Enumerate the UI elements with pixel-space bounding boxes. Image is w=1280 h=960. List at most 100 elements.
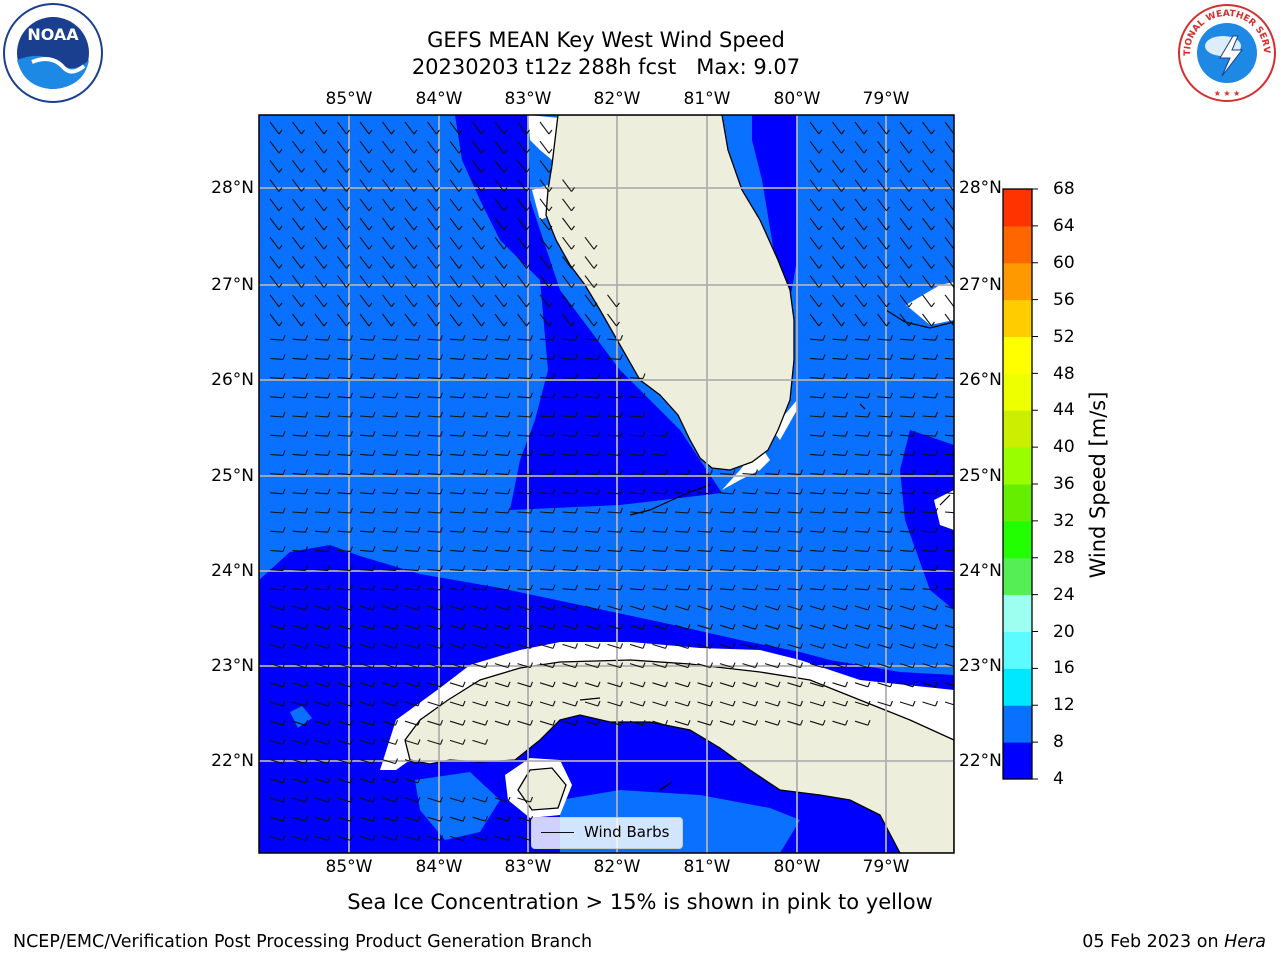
wind-barb — [877, 236, 890, 250]
wind-barb — [517, 719, 534, 726]
wind-barb — [382, 354, 399, 360]
lat-label-right: 23°N — [959, 656, 1002, 676]
wind-barb — [652, 526, 669, 533]
lon-label-top: 83°W — [504, 89, 552, 109]
colorbar-tick: 48 — [1053, 364, 1075, 384]
wind-barb — [314, 121, 328, 135]
wind-barb — [494, 681, 511, 688]
wind-barb — [427, 179, 440, 192]
colorbar-tick: 32 — [1053, 511, 1075, 531]
lat-label-right: 27°N — [959, 275, 1002, 295]
wind-barb — [539, 373, 556, 380]
wind-barb — [494, 121, 508, 135]
wind-barb — [809, 604, 826, 611]
wind-barb — [562, 217, 575, 231]
wind-barb — [944, 198, 954, 212]
wind-barb — [359, 392, 376, 399]
wind-barb — [269, 584, 286, 591]
wind-barb — [382, 584, 399, 591]
wind-barb — [269, 354, 286, 360]
wind-barb — [427, 392, 444, 399]
wind-barb — [359, 275, 373, 288]
wind-barb — [899, 450, 916, 456]
wind-barb — [674, 469, 691, 476]
wind-barb — [652, 507, 669, 514]
wind-barb — [427, 623, 444, 630]
wind-barb — [877, 584, 894, 591]
wind-barb — [629, 623, 646, 630]
wind-barb — [382, 140, 395, 154]
sea-ice-note: Sea Ice Concentration > 15% is shown in … — [347, 890, 933, 914]
wind-barb — [539, 354, 556, 360]
wind-barb — [854, 140, 868, 154]
legend-line-icon — [541, 832, 574, 833]
wind-barb — [854, 354, 871, 360]
wind-barb — [899, 121, 913, 135]
wind-barb — [449, 700, 466, 707]
wind-barb — [854, 623, 871, 630]
wind-barb — [922, 546, 939, 552]
wind-barb — [269, 217, 283, 231]
wind-barb — [944, 663, 954, 667]
wind-barb — [359, 469, 376, 476]
wind-barb — [809, 179, 823, 192]
wind-barb — [764, 681, 781, 688]
wind-barb — [697, 623, 714, 630]
wind-barb — [832, 392, 849, 399]
wind-barb — [854, 450, 871, 456]
wind-barb — [899, 546, 916, 552]
wind-barb — [472, 217, 485, 231]
lon-label-top: 80°W — [773, 89, 821, 109]
wind-barb — [337, 217, 350, 231]
wind-barb — [292, 450, 309, 456]
wind-barb — [652, 662, 669, 669]
wind-barb — [427, 294, 440, 308]
colorbar-tick: 40 — [1053, 437, 1075, 457]
wind-barb — [517, 507, 534, 514]
wind-barb — [494, 469, 511, 476]
lon-label-bottom: 82°W — [593, 857, 641, 877]
wind-barb — [742, 681, 759, 688]
wind-barb — [832, 256, 845, 269]
wind-barb — [517, 450, 534, 456]
wind-barb — [427, 643, 444, 649]
wind-barb — [314, 546, 331, 552]
wind-barb — [539, 275, 553, 288]
wind-barb — [494, 700, 511, 707]
wind-barb — [787, 662, 804, 669]
wind-barb — [359, 623, 376, 630]
wind-barb — [494, 294, 508, 308]
wind-barb — [382, 739, 399, 745]
wind-barb — [787, 488, 804, 495]
wind-barb — [629, 643, 646, 649]
wind-barb — [922, 526, 939, 533]
lon-label-top: 79°W — [862, 89, 910, 109]
wind-barb — [427, 565, 444, 572]
wind-barb — [427, 217, 440, 231]
wind-barb — [539, 469, 556, 476]
wind-barb — [944, 605, 954, 610]
wind-barb — [854, 294, 868, 308]
wind-barb — [494, 662, 511, 669]
wind-barb — [607, 507, 624, 514]
wind-barb — [899, 275, 913, 288]
nws-logo-icon: NATIONAL WEATHER SERVICE ★ ★ ★ — [1176, 2, 1276, 102]
wind-barb — [832, 719, 849, 726]
wind-barb — [944, 140, 954, 154]
wind-barb — [899, 256, 913, 269]
wind-barb — [899, 488, 916, 495]
wind-barb — [337, 469, 354, 476]
wind-barb — [404, 334, 421, 341]
wind-barb — [854, 565, 871, 572]
wind-barb — [652, 430, 669, 437]
wind-barb — [404, 313, 418, 327]
wind-barb — [517, 565, 534, 572]
wind-barb — [899, 604, 916, 611]
wind-barb — [854, 198, 868, 212]
wind-barb — [472, 488, 489, 495]
wind-barb — [404, 179, 418, 192]
wind-barb — [944, 569, 954, 571]
wind-barb — [427, 796, 444, 803]
wind-barb — [607, 623, 624, 630]
wind-barb — [427, 507, 444, 514]
